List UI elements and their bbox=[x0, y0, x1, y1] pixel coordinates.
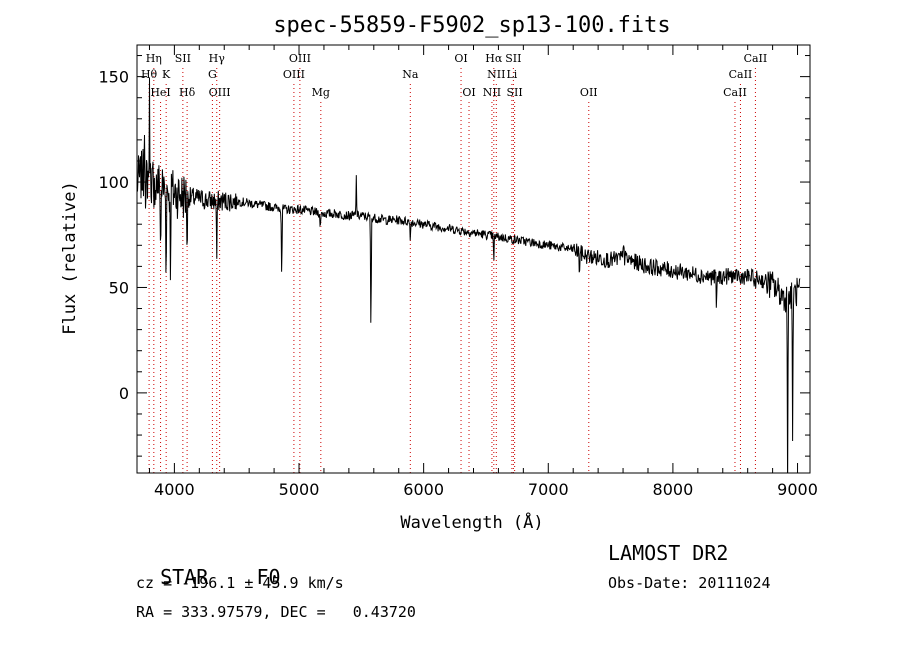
line-label: Na bbox=[402, 68, 419, 81]
plot-area bbox=[137, 68, 801, 473]
line-label: OI bbox=[462, 86, 475, 99]
line-label: OII bbox=[580, 86, 598, 99]
y-tick-label: 150 bbox=[98, 68, 129, 87]
x-tick-label: 4000 bbox=[154, 480, 195, 499]
line-label: OIII bbox=[209, 86, 231, 99]
object-class: STAR F0 bbox=[136, 541, 281, 589]
spectrum-line bbox=[137, 77, 801, 473]
coordinates: RA = 333.97579, DEC = 0.43720 bbox=[136, 603, 416, 621]
object-class-text: STAR bbox=[160, 565, 209, 589]
x-axis-label: Wavelength (Å) bbox=[400, 511, 543, 533]
line-label: CaII bbox=[729, 68, 753, 81]
line-label: OIII bbox=[289, 52, 311, 65]
line-label: OIII bbox=[283, 68, 305, 81]
line-label: NII bbox=[487, 68, 505, 81]
line-label: SII bbox=[505, 52, 521, 65]
line-label: NII bbox=[483, 86, 501, 99]
line-label: K bbox=[162, 68, 171, 81]
y-axis-label: Flux (relative) bbox=[60, 181, 80, 335]
redshift-text: cz = -196.1 ± 45.9 km/s bbox=[136, 574, 344, 592]
x-tick-label: 5000 bbox=[279, 480, 320, 499]
line-label: Hθ bbox=[141, 68, 158, 81]
line-label: CaII bbox=[744, 52, 768, 65]
y-tick-label: 50 bbox=[109, 278, 129, 297]
line-label: SII bbox=[507, 86, 523, 99]
x-tick-label: 8000 bbox=[653, 480, 694, 499]
line-label: G bbox=[208, 68, 217, 81]
line-label: Hη bbox=[146, 52, 162, 65]
chart-title: spec-55859-F5902_sp13-100.fits bbox=[273, 13, 670, 38]
line-label: Hα bbox=[485, 52, 503, 65]
line-label: Hδ bbox=[179, 86, 196, 99]
x-tick-label: 6000 bbox=[403, 480, 444, 499]
line-label: Hγ bbox=[209, 52, 226, 65]
line-label: Mg bbox=[312, 86, 330, 99]
x-tick-label: 7000 bbox=[528, 480, 569, 499]
object-subclass: F0 bbox=[256, 565, 281, 589]
y-tick-label: 0 bbox=[119, 384, 129, 403]
line-label: OI bbox=[454, 52, 467, 65]
line-label: HeI bbox=[150, 86, 170, 99]
line-label: SII bbox=[175, 52, 191, 65]
line-label: CaII bbox=[723, 86, 747, 99]
y-tick-label: 100 bbox=[98, 173, 129, 192]
x-tick-label: 9000 bbox=[777, 480, 818, 499]
obs-date: Obs-Date: 20111024 bbox=[608, 574, 771, 592]
survey-name: LAMOST DR2 bbox=[608, 541, 729, 565]
plot-frame bbox=[136, 44, 811, 474]
line-label: Li bbox=[506, 68, 517, 81]
